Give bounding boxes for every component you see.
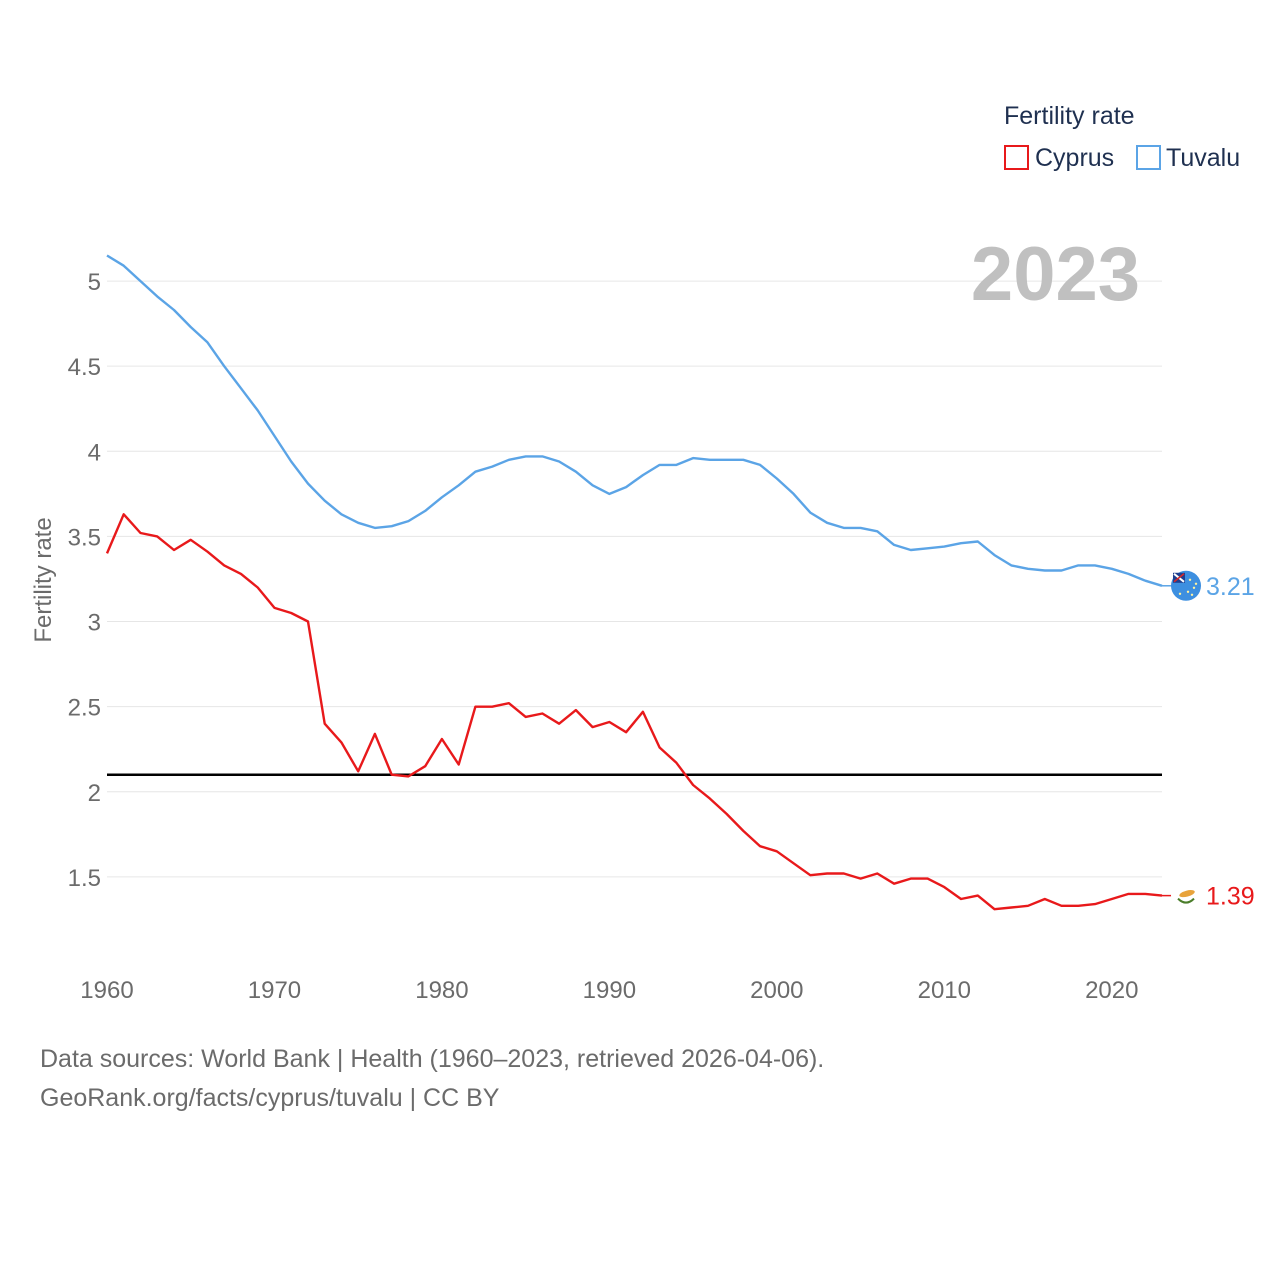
y-axis-title: Fertility rate (30, 517, 57, 642)
cyprus-flag-island (1179, 890, 1195, 898)
y-tick-label: 2 (88, 780, 101, 807)
y-tick-label: 2.5 (68, 695, 101, 722)
x-tick-label: 1960 (80, 977, 133, 1004)
end-label-tuvalu: 3.21 (1206, 573, 1255, 601)
legend-item-tuvalu[interactable]: Tuvalu (1136, 144, 1240, 172)
legend-label-cyprus: Cyprus (1035, 144, 1114, 172)
end-label-cyprus: 1.39 (1206, 883, 1255, 911)
series-line-tuvalu (106, 254, 1163, 587)
legend-swatch-cyprus (1004, 145, 1029, 170)
tuvalu-flag-star (1186, 590, 1190, 593)
tuvalu-flag-cross (1173, 573, 1185, 583)
x-tick-label: 2020 (1085, 977, 1138, 1004)
y-tick-label: 5 (88, 269, 101, 296)
cyprus-flag-icon (1171, 880, 1201, 911)
footer-sources: Data sources: World Bank | Health (1960–… (40, 1045, 825, 1073)
legend-swatch-tuvalu (1136, 145, 1161, 170)
y-tick-label: 4 (88, 439, 101, 466)
tuvalu-flag-star (1178, 592, 1182, 595)
cyprus-flag-branches (1177, 897, 1195, 904)
tuvalu-flag-star (1192, 586, 1196, 589)
grid (107, 280, 1162, 878)
x-tick-label: 1990 (583, 977, 636, 1004)
tuvalu-flag-star (1188, 578, 1192, 581)
tuvalu-flag-icon (1171, 570, 1201, 601)
legend-item-cyprus[interactable]: Cyprus (1004, 144, 1114, 172)
x-tick-label: 1970 (248, 977, 301, 1004)
x-tick-label: 2000 (750, 977, 803, 1004)
footer-attribution: GeoRank.org/facts/cyprus/tuvalu | CC BY (40, 1084, 500, 1112)
fertility-chart: 1.5 2 2.5 3 3.5 4 4.5 5 1960 1970 1980 1990 2000 201… (30, 102, 1255, 1004)
legend-title: Fertility rate (1004, 102, 1135, 130)
x-tick-label: 2010 (918, 977, 971, 1004)
y-tick-label: 3.5 (68, 524, 101, 551)
y-tick-label: 4.5 (68, 354, 101, 381)
y-tick-label: 3 (88, 610, 101, 637)
end-markers: 1.39 3.21 (1162, 570, 1255, 911)
y-axis: 1.5 2 2.5 3 3.5 4 4.5 5 (68, 269, 101, 892)
legend-label-tuvalu: Tuvalu (1166, 144, 1240, 172)
tuvalu-flag-star (1190, 593, 1194, 596)
legend[interactable]: Fertility rate Cyprus Tuvalu (1004, 102, 1240, 172)
year-label: 2023 (971, 232, 1140, 317)
x-axis: 1960 1970 1980 1990 2000 2010 2020 (80, 977, 1138, 1004)
x-tick-label: 1980 (415, 977, 468, 1004)
y-tick-label: 1.5 (68, 865, 101, 892)
series-group (105, 254, 1163, 911)
series-line-cyprus (105, 513, 1163, 911)
tuvalu-flag-star (1194, 582, 1198, 585)
